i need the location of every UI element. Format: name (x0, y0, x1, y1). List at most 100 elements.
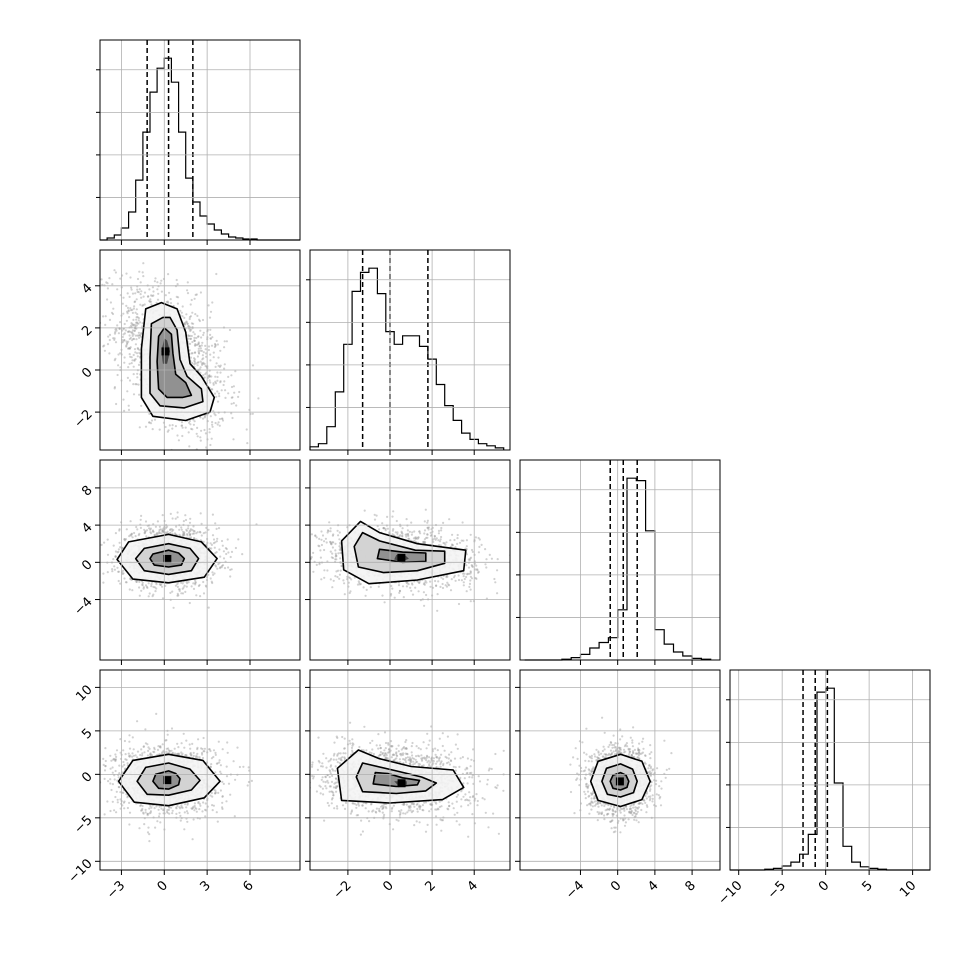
sample-point (141, 752, 144, 755)
sample-point (218, 424, 221, 427)
sample-point (426, 521, 429, 524)
sample-point (106, 800, 109, 803)
sample-point (425, 593, 428, 597)
sample-point (315, 563, 318, 567)
sample-point (156, 532, 159, 535)
sample-point (434, 579, 437, 583)
sample-point (203, 415, 207, 418)
sample-point (181, 582, 184, 585)
sample-point (181, 530, 185, 533)
sample-point (208, 375, 211, 378)
sample-point (129, 520, 132, 523)
sample-point (103, 344, 106, 347)
sample-point (144, 530, 147, 533)
sample-point (193, 339, 196, 342)
sample-point (390, 592, 393, 596)
sample-point (146, 812, 149, 815)
sample-point (215, 527, 218, 531)
sample-point (301, 526, 303, 528)
sample-point (95, 559, 97, 561)
sample-point (148, 421, 151, 424)
sample-point (230, 550, 234, 554)
sample-point (127, 340, 130, 343)
sample-point (160, 532, 163, 535)
sample-point (429, 585, 432, 588)
sample-point (148, 421, 151, 424)
sample-point (146, 812, 149, 816)
sample-point (207, 304, 210, 307)
sample-point (408, 537, 411, 541)
sample-point (211, 571, 214, 574)
sample-point (117, 332, 120, 335)
sample-point (193, 351, 196, 354)
sample-point (474, 568, 477, 571)
sample-point (210, 580, 213, 583)
sample-point (136, 347, 140, 350)
sample-point (423, 604, 426, 607)
sample-point (417, 536, 420, 539)
sample-point (139, 321, 142, 324)
sample-point (207, 573, 210, 576)
sample-point (129, 276, 132, 279)
sample-point (104, 765, 107, 768)
sample-point (118, 529, 121, 532)
sample-point (319, 549, 322, 552)
sample-point (189, 528, 192, 531)
sample-point (136, 355, 139, 358)
sample-point (199, 531, 202, 534)
sample-point (199, 512, 202, 515)
sample-point (297, 568, 299, 570)
sample-point (445, 541, 448, 544)
sample-point (129, 336, 132, 339)
sample-point (140, 589, 143, 592)
sample-point (186, 281, 189, 284)
sample-point (147, 582, 150, 585)
sample-point (329, 530, 332, 533)
sample-point (156, 298, 160, 301)
sample-point (406, 582, 409, 585)
sample-point (234, 546, 237, 550)
sample-point (477, 551, 480, 554)
sample-point (406, 533, 410, 536)
sample-point (172, 606, 175, 609)
sample-point (195, 532, 198, 535)
sample-point (188, 317, 191, 321)
sample-point (132, 324, 135, 327)
sample-point (171, 427, 174, 430)
sample-point (129, 577, 132, 581)
sample-point (214, 564, 217, 567)
sample-point (410, 521, 413, 524)
sample-point (210, 437, 213, 440)
sample-point (185, 320, 188, 323)
sample-point (378, 528, 381, 531)
sample-point (398, 589, 402, 593)
sample-point (381, 594, 384, 597)
sample-point (218, 417, 222, 421)
sample-point (442, 521, 445, 525)
sample-point (138, 348, 141, 351)
sample-point (412, 537, 415, 540)
sample-point (176, 583, 179, 586)
sample-point (442, 541, 445, 545)
sample-point (153, 586, 156, 589)
sample-point (384, 529, 387, 532)
sample-point (121, 302, 124, 305)
sample-point (350, 578, 353, 581)
sample-point (130, 286, 133, 289)
sample-point (312, 570, 315, 573)
sample-point (358, 583, 361, 586)
sample-point (153, 418, 157, 421)
sample-point (196, 314, 199, 317)
sample-point (407, 532, 410, 535)
sample-point (166, 530, 169, 533)
sample-point (102, 315, 105, 318)
sample-point (469, 579, 472, 582)
sample-point (468, 559, 471, 562)
sample-point (192, 532, 196, 535)
sample-point (103, 813, 106, 816)
sample-point (337, 552, 340, 555)
sample-point (401, 532, 404, 535)
sample-point (113, 269, 116, 272)
sample-point (138, 580, 141, 584)
